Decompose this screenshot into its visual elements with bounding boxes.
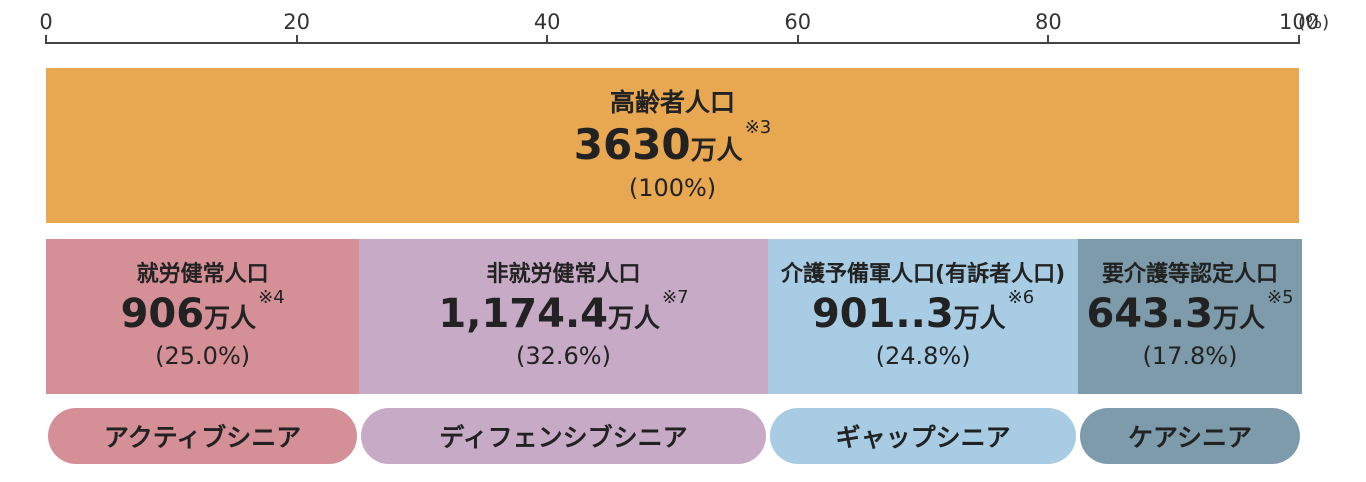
total-value-unit: 万人 (690, 136, 743, 166)
segment-label: 要介護等認定人口 (1101, 261, 1278, 287)
segment-value-unit: 万人 (607, 304, 660, 335)
segment-bar: 就労健常人口 906万人※4 (25.0%) (46, 239, 360, 394)
segment-value-number: 1,174.4 (438, 291, 608, 338)
segment-value-unit: 万人 (1212, 304, 1265, 335)
category-pill: ギャップシニア (769, 408, 1077, 464)
total-value-number: 3630 (573, 120, 691, 169)
x-axis-tick-label: 100 (1278, 10, 1320, 34)
segment-label: 介護予備軍人口(有訴者人口) (781, 261, 1066, 287)
x-axis-tick (796, 35, 799, 44)
segment-value-note: ※6 (1007, 287, 1035, 309)
category-pill: ケアシニア (1080, 408, 1300, 464)
segment-value: 1,174.4万人※7 (438, 288, 688, 338)
x-axis-tick (45, 35, 47, 44)
x-axis-tick-label: 80 (1035, 10, 1062, 34)
x-axis-tick-label: 60 (784, 10, 812, 34)
total-bar-percent: (100%) (628, 174, 717, 203)
x-axis-tick-label: 0 (39, 10, 53, 34)
segment-value: 906万人※4 (120, 288, 285, 338)
segment-value-unit: 万人 (953, 304, 1006, 335)
segment-percent: (24.8%) (875, 342, 971, 371)
segment-label: 非就労健常人口 (486, 261, 641, 287)
x-axis-unit: (%) (1298, 12, 1330, 33)
x-axis-tick (295, 35, 298, 44)
segment-value-number: 643.3 (1086, 291, 1213, 338)
segment-percent: (25.0%) (155, 342, 251, 371)
segment-value-note: ※5 (1266, 287, 1294, 309)
segment-value-unit: 万人 (204, 304, 257, 335)
segment-percent: (17.8%) (1142, 342, 1238, 371)
category-pill: アクティブシニア (48, 408, 358, 464)
segment-bar: 要介護等認定人口 643.3万人※5 (17.8%) (1078, 239, 1302, 394)
segment-label: 就労健常人口 (136, 261, 269, 287)
segment-value-note: ※7 (662, 287, 689, 309)
x-axis-line (46, 42, 1299, 44)
x-axis-tick (1298, 35, 1300, 44)
segment-percent: (32.6%) (516, 342, 611, 371)
segment-bar: 非就労健常人口 1,174.4万人※7 (32.6%) (359, 239, 768, 394)
x-axis-tick-label: 20 (283, 10, 310, 34)
segment-value: 901..3万人※6 (811, 288, 1034, 338)
x-axis-tick (546, 35, 549, 44)
total-bar-value: 3630万人※3 (573, 118, 771, 169)
segment-value: 643.3万人※5 (1086, 288, 1293, 338)
segment-bar: 介護予備軍人口(有訴者人口) 901..3万人※6 (24.8%) (767, 239, 1079, 394)
x-axis-tick (1047, 35, 1050, 44)
segment-value-number: 901..3 (811, 291, 954, 338)
segment-value-number: 906 (120, 291, 205, 338)
total-value-note: ※3 (744, 117, 772, 138)
x-axis-tick-label: 40 (533, 10, 561, 34)
total-bar: 高齢者人口 3630万人※3 (100%) (46, 68, 1299, 223)
category-pill: ディフェンシブシニア (361, 408, 766, 464)
total-bar-label: 高齢者人口 (609, 88, 735, 117)
segment-value-note: ※4 (258, 287, 285, 309)
